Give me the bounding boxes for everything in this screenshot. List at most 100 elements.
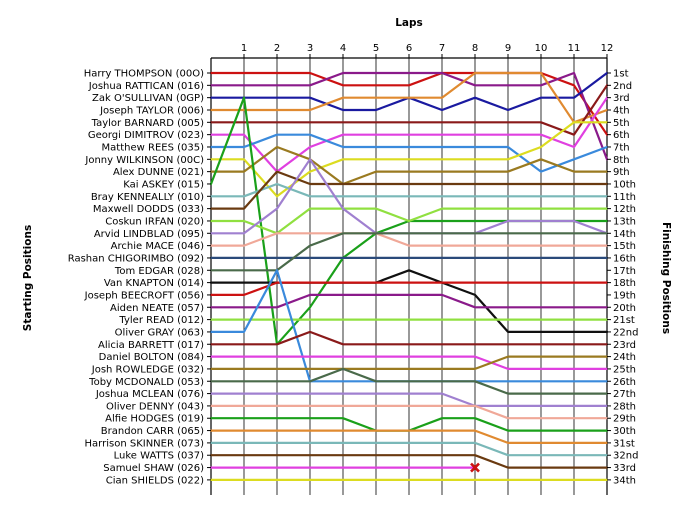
finish-label-19th: 19th bbox=[613, 290, 636, 301]
start-label-georgi-dimitrov-023: Georgi DIMITROV (023) bbox=[88, 130, 204, 141]
start-label-kai-askey-015: Kai ASKEY (015) bbox=[123, 179, 204, 190]
finish-label-34th: 34th bbox=[613, 475, 636, 486]
series-line-alex-dunne-021 bbox=[209, 145, 609, 186]
series-line-oliver-denny-043 bbox=[209, 404, 609, 420]
finish-label-30th: 30th bbox=[613, 426, 636, 437]
start-label-harrison-skinner-073: Harrison SKINNER (073) bbox=[85, 438, 205, 449]
finish-label-22nd: 22nd bbox=[613, 327, 638, 338]
starting-positions-title: Starting Positions bbox=[22, 225, 34, 331]
start-label-jonny-wilkinson-00c: Jonny WILKINSON (00C) bbox=[84, 155, 204, 166]
series-line-daniel-bolton-084 bbox=[209, 355, 609, 370]
retirement-marker-stroke-b bbox=[470, 462, 480, 473]
finish-label-14th: 14th bbox=[613, 229, 636, 240]
start-label-luke-watts-037: Luke WATTS (037) bbox=[114, 451, 204, 462]
start-label-rashan-chigorimbo-092: Rashan CHIGORIMBO (092) bbox=[68, 253, 204, 264]
start-label-cian-shields-022: Cian SHIELDS (022) bbox=[106, 475, 204, 486]
finish-label-27th: 27th bbox=[613, 389, 636, 400]
series-line-brandon-carr-065 bbox=[209, 429, 609, 444]
series-line-matthew-rees-035 bbox=[209, 133, 609, 173]
start-label-matthew-rees-035: Matthew REES (035) bbox=[102, 142, 205, 153]
start-label-aiden-neate-057: Aiden NEATE (057) bbox=[110, 303, 204, 314]
finish-label-31st: 31st bbox=[613, 438, 635, 449]
finish-label-20th: 20th bbox=[613, 303, 636, 314]
lap-tick-11: 11 bbox=[568, 43, 581, 54]
start-label-van-knapton-014: Van KNAPTON (014) bbox=[104, 278, 204, 289]
start-label-tyler-read-012: Tyler READ (012) bbox=[118, 315, 204, 326]
series-line-joshua-rattican-016 bbox=[209, 71, 609, 161]
lap-tick-2: 2 bbox=[274, 43, 280, 54]
start-label-josh-rowledge-032: Josh ROWLEDGE (032) bbox=[91, 364, 204, 375]
finish-label-3rd: 3rd bbox=[613, 93, 630, 104]
start-label-tom-edgar-028: Tom EDGAR (028) bbox=[114, 266, 204, 277]
lap-tick-1: 1 bbox=[241, 43, 247, 54]
start-label-joseph-taylor-006: Joseph TAYLOR (006) bbox=[99, 105, 204, 116]
finish-label-9th: 9th bbox=[613, 167, 630, 178]
start-label-toby-mcdonald-053: Toby MCDONALD (053) bbox=[88, 377, 204, 388]
finish-label-12th: 12th bbox=[613, 204, 636, 215]
lap-tick-9: 9 bbox=[505, 43, 511, 54]
lap-tick-8: 8 bbox=[472, 43, 478, 54]
series-lines bbox=[209, 71, 609, 481]
start-label-joseph-beecroft-056: Joseph BEECROFT (056) bbox=[84, 290, 204, 301]
finish-label-24th: 24th bbox=[613, 352, 636, 363]
start-label-alfie-hodges-019: Alfie HODGES (019) bbox=[105, 414, 204, 425]
finish-label-10th: 10th bbox=[613, 179, 636, 190]
series-line-joshua-mclean-076 bbox=[209, 392, 609, 407]
finish-label-29th: 29th bbox=[613, 414, 636, 425]
lap-tick-6: 6 bbox=[406, 43, 412, 54]
markers bbox=[470, 462, 480, 473]
finish-label-17th: 17th bbox=[613, 266, 636, 277]
finish-label-2nd: 2nd bbox=[613, 81, 632, 92]
lap-tick-4: 4 bbox=[340, 43, 346, 54]
finish-label-4th: 4th bbox=[613, 105, 630, 116]
finish-label-6th: 6th bbox=[613, 130, 630, 141]
series-line-alicia-barrett-017 bbox=[209, 330, 609, 346]
series-line-aiden-neate-057 bbox=[209, 293, 609, 309]
finish-label-15th: 15th bbox=[613, 241, 636, 252]
finishing-positions-title: Finishing Positions bbox=[660, 222, 672, 334]
finish-label-11th: 11th bbox=[613, 192, 636, 203]
start-label-oliver-denny-043: Oliver DENNY (043) bbox=[106, 401, 204, 412]
finish-label-28th: 28th bbox=[613, 401, 636, 412]
start-label-harry-thompson-00o: Harry THOMPSON (00O) bbox=[84, 69, 204, 80]
start-label-joshua-mclean-076: Joshua MCLEAN (076) bbox=[95, 389, 204, 400]
start-label-alicia-barrett-017: Alicia BARRETT (017) bbox=[98, 340, 204, 351]
finish-label-33rd: 33rd bbox=[613, 463, 636, 474]
finish-label-32nd: 32nd bbox=[613, 451, 638, 462]
finish-label-8th: 8th bbox=[613, 155, 630, 166]
start-label-joshua-rattican-016: Joshua RATTICAN (016) bbox=[88, 81, 204, 92]
finish-label-16th: 16th bbox=[613, 253, 636, 264]
start-label-maxwell-dodds-033: Maxwell DODDS (033) bbox=[93, 204, 204, 215]
finish-label-7th: 7th bbox=[613, 142, 630, 153]
start-label-daniel-bolton-084: Daniel BOLTON (084) bbox=[99, 352, 204, 363]
series-line-luke-watts-037 bbox=[209, 454, 609, 469]
start-label-arvid-lindblad-095: Arvid LINDBLAD (095) bbox=[94, 229, 204, 240]
lap-tick-labels: 1 2 3 4 5 6 7 8 9 10 11 12 bbox=[241, 43, 614, 58]
start-label-zak-o-sullivan-0gp: Zak O'SULLIVAN (0GP) bbox=[92, 93, 204, 104]
finish-label-13th: 13th bbox=[613, 216, 636, 227]
start-label-bray-kenneally-010: Bray KENNEALLY (010) bbox=[91, 192, 204, 203]
start-label-archie-mace-046: Archie MACE (046) bbox=[111, 241, 204, 252]
finish-label-18th: 18th bbox=[613, 278, 636, 289]
finish-label-21st: 21st bbox=[613, 315, 635, 326]
finishing-position-labels: 1st2nd3rd4th5th6th7th8th9th10th11th12th1… bbox=[607, 69, 638, 486]
finish-label-25th: 25th bbox=[613, 364, 636, 375]
start-label-taylor-barnard-005: Taylor BARNARD (005) bbox=[91, 118, 204, 129]
lap-tick-7: 7 bbox=[439, 43, 445, 54]
x-axis-title: Laps bbox=[395, 17, 423, 29]
lap-tick-10: 10 bbox=[535, 43, 548, 54]
series-line-archie-mace-046 bbox=[209, 232, 609, 247]
finish-label-23rd: 23rd bbox=[613, 340, 636, 351]
series-line-taylor-barnard-005 bbox=[209, 84, 609, 136]
series-line-jonny-wilkinson-00c bbox=[209, 121, 609, 198]
start-label-coskun-irfan-020: Coskun IRFAN (020) bbox=[105, 216, 204, 227]
start-label-alex-dunne-021: Alex DUNNE (021) bbox=[113, 167, 204, 178]
finish-label-1st: 1st bbox=[613, 69, 629, 80]
lap-tick-12: 12 bbox=[601, 43, 614, 54]
start-label-brandon-carr-065: Brandon CARR (065) bbox=[101, 426, 204, 437]
series-line-joseph-taylor-006 bbox=[209, 71, 609, 124]
series-line-harrison-skinner-073 bbox=[209, 441, 609, 457]
series-line-bray-kenneally-010 bbox=[209, 182, 609, 198]
series-line-joseph-beecroft-056 bbox=[209, 281, 609, 296]
